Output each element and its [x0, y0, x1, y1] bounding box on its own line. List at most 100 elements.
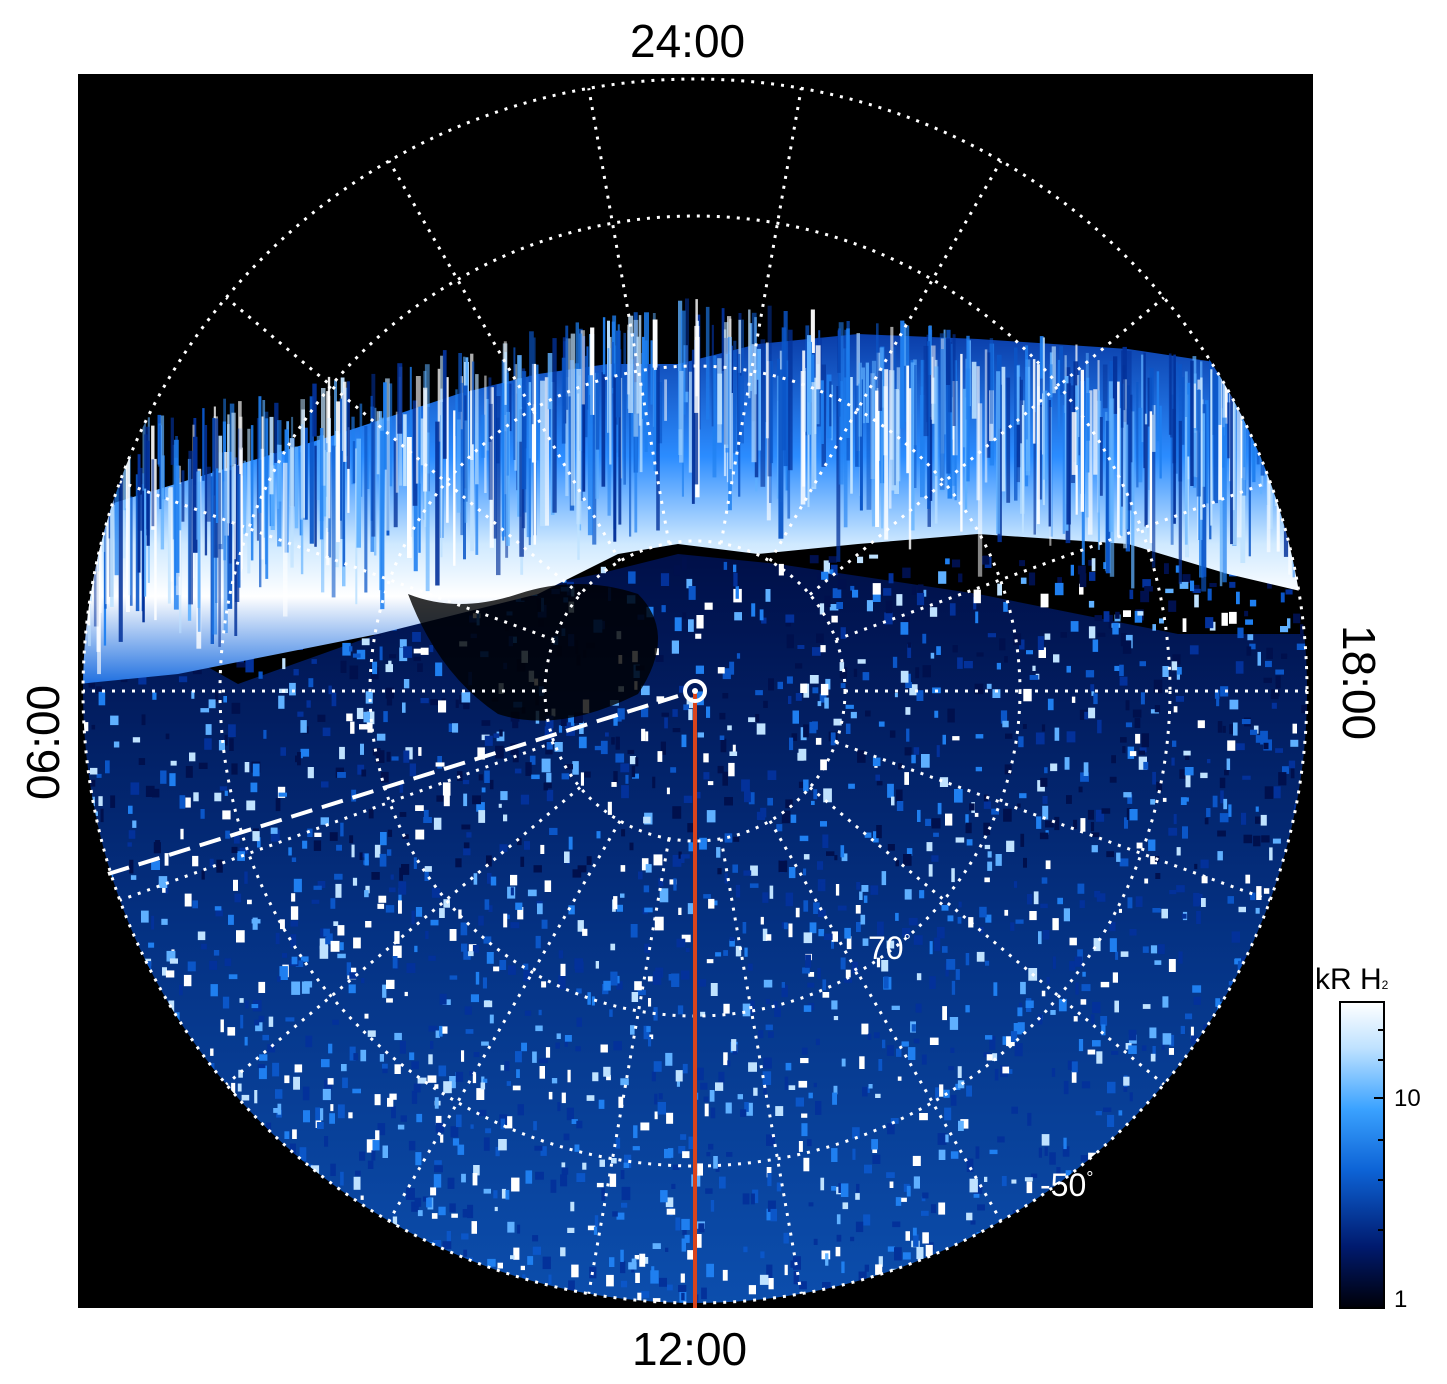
auroral-streak: [638, 315, 642, 426]
auroral-streak: [1025, 355, 1028, 440]
emission-pixel: [361, 853, 365, 858]
emission-pixel: [833, 718, 842, 726]
emission-pixel: [399, 1040, 406, 1054]
colorbar-gradient: [1339, 1001, 1385, 1309]
emission-pixel: [1273, 786, 1281, 799]
emission-pixel: [293, 1076, 300, 1090]
emission-pixel: [1152, 624, 1156, 631]
emission-pixel: [611, 782, 617, 787]
emission-pixel: [853, 668, 858, 677]
emission-pixel: [760, 916, 764, 925]
emission-pixel: [1054, 582, 1064, 596]
emission-pixel: [1155, 873, 1161, 879]
emission-pixel: [795, 907, 800, 918]
emission-pixel: [192, 667, 202, 675]
emission-pixel: [512, 1085, 521, 1091]
emission-pixel: [799, 1281, 807, 1290]
emission-pixel: [517, 907, 524, 920]
emission-pixel: [1128, 1029, 1137, 1041]
emission-pixel: [1172, 740, 1177, 747]
emission-pixel: [991, 808, 999, 815]
emission-pixel: [1050, 1010, 1056, 1015]
emission-pixel: [753, 1087, 758, 1096]
emission-pixel: [320, 928, 327, 938]
emission-pixel: [1027, 894, 1033, 905]
emission-pixel: [484, 735, 493, 746]
emission-pixel: [672, 854, 682, 867]
emission-pixel: [704, 602, 713, 610]
auroral-streak: [1205, 400, 1209, 504]
emission-pixel: [1078, 786, 1083, 793]
emission-pixel: [695, 633, 702, 639]
emission-pixel: [746, 1102, 753, 1116]
emission-pixel: [781, 810, 791, 824]
auroral-streak: [1173, 354, 1176, 524]
emission-pixel: [409, 1052, 415, 1061]
emission-pixel: [293, 669, 299, 676]
emission-pixel: [681, 934, 691, 943]
emission-pixel: [392, 956, 398, 969]
emission-pixel: [984, 877, 990, 883]
emission-pixel: [986, 1054, 993, 1061]
emission-pixel: [475, 971, 480, 985]
emission-pixel: [352, 1088, 361, 1094]
emission-pixel: [680, 854, 685, 863]
emission-pixel: [1224, 769, 1229, 776]
auroral-streak: [1210, 369, 1213, 526]
emission-pixel: [544, 880, 552, 892]
auroral-streak: [923, 345, 929, 437]
emission-pixel: [698, 979, 707, 987]
emission-pixel: [353, 937, 361, 949]
emission-pixel: [434, 1097, 439, 1109]
auroral-streak: [778, 369, 784, 539]
emission-pixel: [438, 1065, 447, 1077]
emission-pixel: [669, 879, 677, 885]
emission-pixel: [671, 1183, 676, 1189]
emission-pixel: [189, 752, 196, 762]
emission-pixel: [1057, 577, 1062, 585]
emission-pixel: [542, 1256, 551, 1270]
auroral-streak: [506, 411, 510, 546]
emission-pixel: [198, 762, 208, 769]
emission-pixel: [501, 1188, 506, 1199]
emission-pixel: [733, 836, 740, 842]
emission-pixel: [1033, 891, 1039, 905]
emission-pixel: [558, 950, 564, 959]
emission-pixel: [487, 873, 492, 884]
emission-pixel: [872, 1154, 881, 1164]
emission-pixel: [812, 687, 819, 694]
emission-pixel: [774, 1007, 781, 1017]
emission-pixel: [386, 998, 393, 1003]
auroral-streak: [197, 470, 201, 608]
emission-pixel: [168, 1000, 175, 1014]
emission-pixel: [485, 1128, 492, 1134]
auroral-streak: [312, 383, 317, 437]
auroral-streak: [114, 456, 119, 576]
emission-pixel: [762, 928, 768, 941]
emission-pixel: [290, 920, 299, 927]
emission-pixel: [858, 1271, 867, 1284]
emission-pixel: [524, 1010, 532, 1016]
emission-pixel: [520, 794, 530, 805]
auroral-streak: [1202, 413, 1206, 487]
emission-pixel: [566, 1107, 574, 1121]
emission-pixel: [1247, 634, 1254, 641]
meridian-line: [587, 838, 671, 1294]
emission-pixel: [452, 723, 459, 733]
emission-pixel: [1301, 704, 1307, 714]
emission-pixel: [466, 832, 472, 838]
emission-pixel: [637, 989, 646, 995]
emission-pixel: [324, 1136, 329, 1147]
emission-pixel: [254, 1019, 260, 1026]
emission-pixel: [752, 1189, 759, 1204]
emission-pixel: [504, 1116, 513, 1129]
emission-pixel: [857, 750, 866, 763]
auroral-streak: [1187, 382, 1191, 457]
emission-pixel: [596, 831, 601, 839]
auroral-streak: [656, 365, 660, 531]
emission-pixel: [529, 755, 536, 765]
emission-pixel: [302, 840, 308, 849]
emission-pixel: [687, 823, 694, 833]
emission-pixel: [367, 722, 373, 733]
emission-pixel: [1135, 733, 1141, 744]
